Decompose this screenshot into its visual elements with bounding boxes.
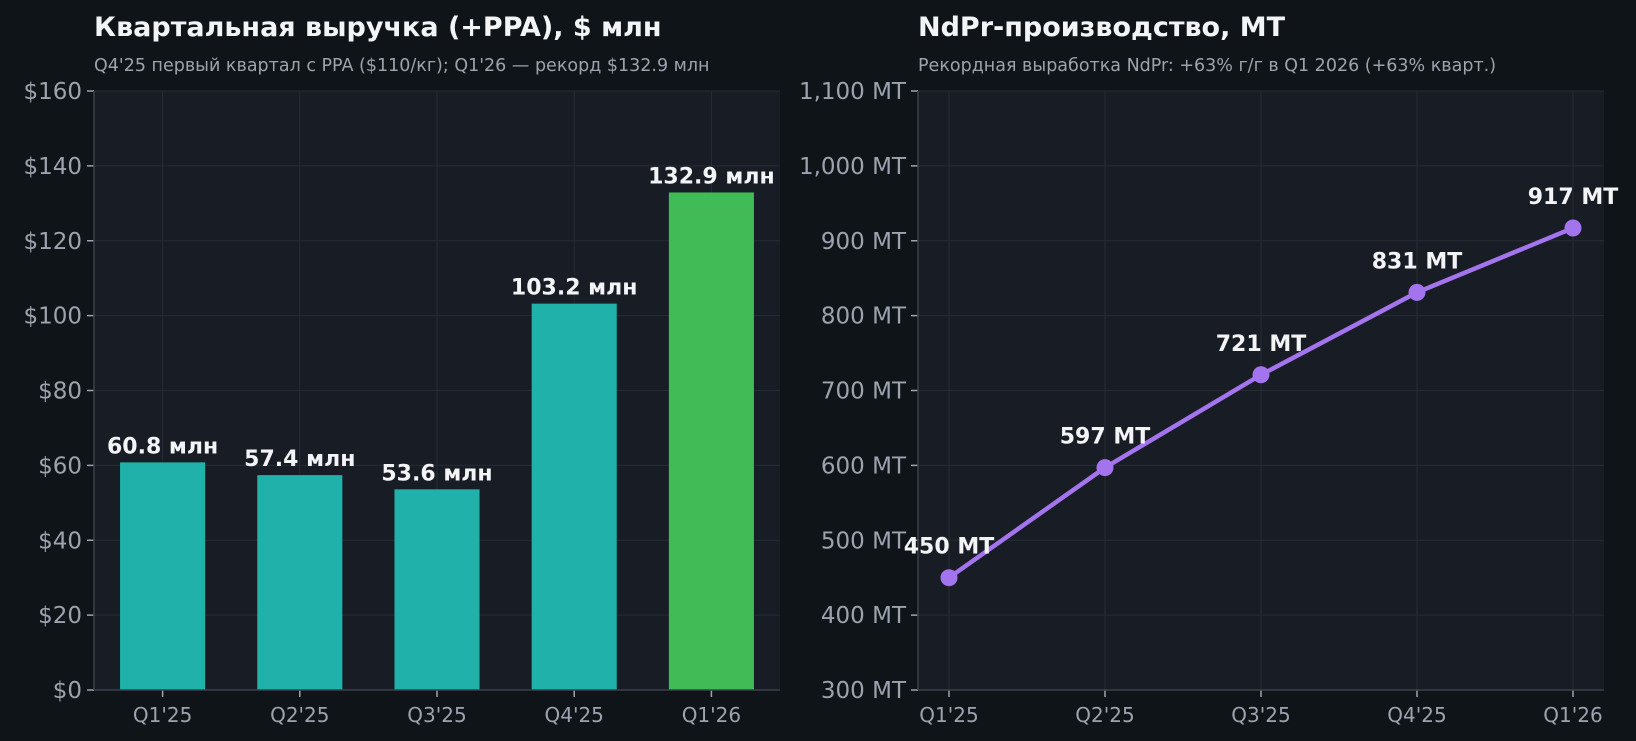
revenue-bar bbox=[120, 462, 206, 690]
ndpr-chart: NdPr-производство, МТ Рекордная выработк… bbox=[799, 12, 1618, 727]
ndpr-chart-title: NdPr-производство, МТ bbox=[918, 12, 1286, 43]
revenue-bar bbox=[394, 489, 480, 690]
revenue-ytick-label: $60 bbox=[38, 453, 82, 479]
ndpr-ytick-label: 700 МТ bbox=[821, 379, 907, 405]
ndpr-xtick-label: Q1'26 bbox=[1543, 703, 1602, 727]
ndpr-ytick-label: 500 МТ bbox=[821, 528, 907, 554]
ndpr-xtick-label: Q1'25 bbox=[919, 703, 978, 727]
revenue-ytick-label: $140 bbox=[23, 154, 82, 180]
ndpr-ytick-label: 800 МТ bbox=[821, 304, 907, 330]
revenue-bar-label: 103.2 млн bbox=[511, 276, 638, 301]
ndpr-ytick-label: 900 МТ bbox=[821, 229, 907, 255]
ndpr-point bbox=[1096, 459, 1114, 477]
ndpr-xtick-label: Q4'25 bbox=[1387, 703, 1446, 727]
ndpr-ytick-label: 1,000 МТ bbox=[799, 154, 907, 180]
revenue-bar-label: 53.6 млн bbox=[381, 461, 492, 486]
ndpr-point bbox=[1408, 283, 1426, 301]
ndpr-point-label: 917 МТ bbox=[1528, 185, 1618, 210]
revenue-bar bbox=[531, 303, 617, 690]
revenue-bar bbox=[668, 192, 754, 690]
ndpr-point bbox=[940, 569, 958, 587]
revenue-xtick-label: Q2'25 bbox=[270, 703, 329, 727]
ndpr-point-label: 721 МТ bbox=[1216, 332, 1306, 357]
revenue-bar bbox=[257, 475, 343, 690]
ndpr-ytick-label: 600 МТ bbox=[821, 453, 907, 479]
ndpr-ytick-label: 400 МТ bbox=[821, 603, 907, 629]
revenue-ytick-label: $0 bbox=[53, 678, 82, 704]
ndpr-chart-subtitle: Рекордная выработка NdPr: +63% г/г в Q1 … bbox=[918, 56, 1496, 76]
ndpr-point bbox=[1564, 219, 1582, 237]
revenue-chart: Квартальная выручка (+PPA), $ млн Q4'25 … bbox=[23, 12, 780, 727]
revenue-ytick-label: $160 bbox=[23, 79, 82, 105]
ndpr-point-label: 597 МТ bbox=[1060, 425, 1150, 450]
ndpr-point-label: 831 МТ bbox=[1372, 249, 1462, 274]
revenue-xtick-label: Q4'25 bbox=[544, 703, 603, 727]
ndpr-ytick-label: 1,100 МТ bbox=[799, 79, 907, 105]
ndpr-point bbox=[1252, 366, 1270, 384]
revenue-bar-label: 132.9 млн bbox=[648, 164, 775, 189]
revenue-ytick-label: $100 bbox=[23, 304, 82, 330]
revenue-ytick-label: $120 bbox=[23, 229, 82, 255]
revenue-ytick-label: $80 bbox=[38, 379, 82, 405]
ndpr-ytick-label: 300 МТ bbox=[821, 678, 907, 704]
revenue-chart-subtitle: Q4'25 первый квартал с PPA ($110/кг); Q1… bbox=[94, 56, 710, 76]
revenue-bar-label: 60.8 млн bbox=[107, 434, 218, 459]
revenue-ytick-label: $20 bbox=[38, 603, 82, 629]
ndpr-xtick-label: Q3'25 bbox=[1231, 703, 1290, 727]
revenue-chart-title: Квартальная выручка (+PPA), $ млн bbox=[94, 12, 662, 43]
revenue-xtick-label: Q1'25 bbox=[133, 703, 192, 727]
revenue-xtick-label: Q3'25 bbox=[407, 703, 466, 727]
revenue-bar-label: 57.4 млн bbox=[244, 447, 355, 472]
ndpr-xtick-label: Q2'25 bbox=[1075, 703, 1134, 727]
revenue-ytick-label: $40 bbox=[38, 528, 82, 554]
revenue-xtick-label: Q1'26 bbox=[682, 703, 741, 727]
ndpr-point-label: 450 МТ bbox=[904, 535, 994, 560]
